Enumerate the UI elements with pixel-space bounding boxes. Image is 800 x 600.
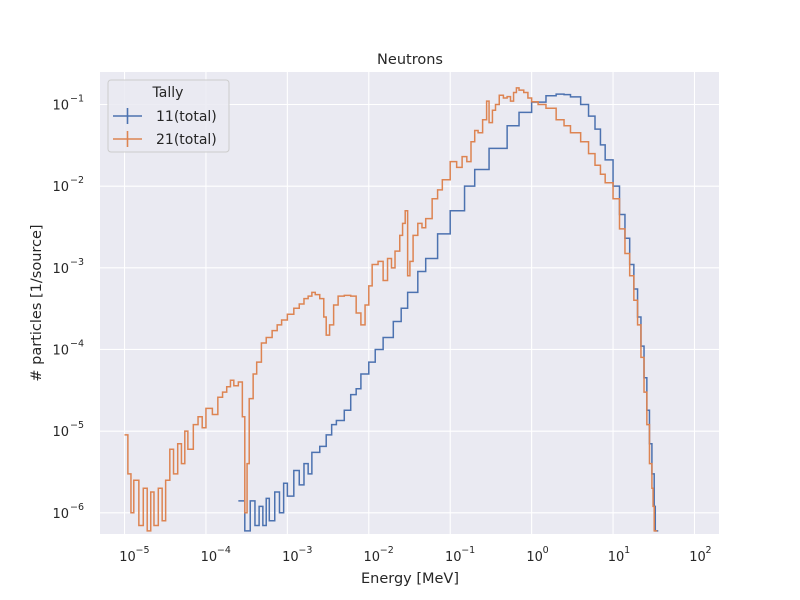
x-tick-label: 10 −4 — [201, 545, 231, 565]
y-tick-base: 10 — [52, 98, 69, 113]
y-tick-base: 10 — [52, 262, 69, 277]
y-tick-label: 10 −5 — [52, 420, 84, 440]
x-tick-exponent: 2 — [705, 545, 711, 556]
x-tick-base: 10 — [364, 550, 381, 565]
x-tick-base: 10 — [608, 550, 625, 565]
x-tick-exponent: −4 — [217, 545, 231, 556]
x-tick-base: 10 — [526, 550, 543, 565]
series-line-1 — [238, 93, 659, 532]
x-tick-exponent: 0 — [543, 545, 549, 556]
y-tick-base: 10 — [52, 425, 69, 440]
series-layer — [124, 87, 659, 532]
x-tick-base: 10 — [201, 550, 218, 565]
chart-title: Neutrons — [377, 52, 443, 68]
y-tick-base: 10 — [52, 180, 69, 195]
y-tick-exponent: −3 — [70, 257, 84, 268]
x-tick-label: 10 −1 — [445, 545, 475, 565]
x-tick-exponent: −2 — [380, 545, 394, 556]
series-line-2 — [124, 87, 658, 532]
x-tick-label: 10 0 — [526, 545, 548, 565]
legend-label-2: 21(total) — [156, 132, 217, 148]
x-tick-exponent: −3 — [298, 545, 312, 556]
x-axis-label: Energy [MeV] — [361, 571, 459, 587]
x-axis-ticks: 10 −5 10 −4 10 −3 10 −2 10 −1 10 0 10 1 10 2 — [119, 545, 711, 565]
x-tick-base: 10 — [445, 550, 462, 565]
x-tick-label: 10 2 — [689, 545, 711, 565]
y-tick-label: 10 −1 — [52, 93, 84, 113]
y-axis-label: # particles [1/source] — [29, 224, 45, 381]
y-tick-exponent: −4 — [70, 338, 84, 349]
x-tick-exponent: −1 — [461, 545, 475, 556]
x-tick-label: 10 −5 — [119, 545, 149, 565]
y-tick-label: 10 −3 — [52, 257, 84, 277]
legend: Tally 11(total) 21(total) — [107, 79, 230, 153]
legend-entry-1: 11(total) — [113, 108, 217, 125]
x-tick-label: 10 −2 — [364, 545, 394, 565]
legend-label-1: 11(total) — [156, 109, 217, 125]
x-tick-label: 10 −3 — [282, 545, 312, 565]
legend-title: Tally — [152, 85, 184, 101]
y-tick-label: 10 −4 — [52, 338, 84, 358]
y-tick-label: 10 −2 — [52, 175, 84, 195]
x-tick-base: 10 — [689, 550, 706, 565]
y-tick-exponent: −6 — [70, 502, 84, 513]
grid-lines — [100, 72, 719, 534]
y-tick-base: 10 — [52, 343, 69, 358]
y-tick-exponent: −1 — [70, 93, 84, 104]
x-tick-exponent: −5 — [136, 545, 150, 556]
x-tick-base: 10 — [119, 550, 136, 565]
y-tick-label: 10 −6 — [52, 502, 84, 522]
legend-box — [107, 79, 230, 153]
y-tick-exponent: −5 — [70, 420, 84, 431]
y-axis-ticks: 10−610−510−410−310−210−1 — [52, 93, 84, 521]
x-tick-exponent: 1 — [624, 545, 630, 556]
y-tick-base: 10 — [52, 507, 69, 522]
x-tick-base: 10 — [282, 550, 299, 565]
legend-entry-2: 21(total) — [113, 131, 217, 148]
x-tick-label: 10 1 — [608, 545, 630, 565]
y-tick-exponent: −2 — [70, 175, 84, 186]
